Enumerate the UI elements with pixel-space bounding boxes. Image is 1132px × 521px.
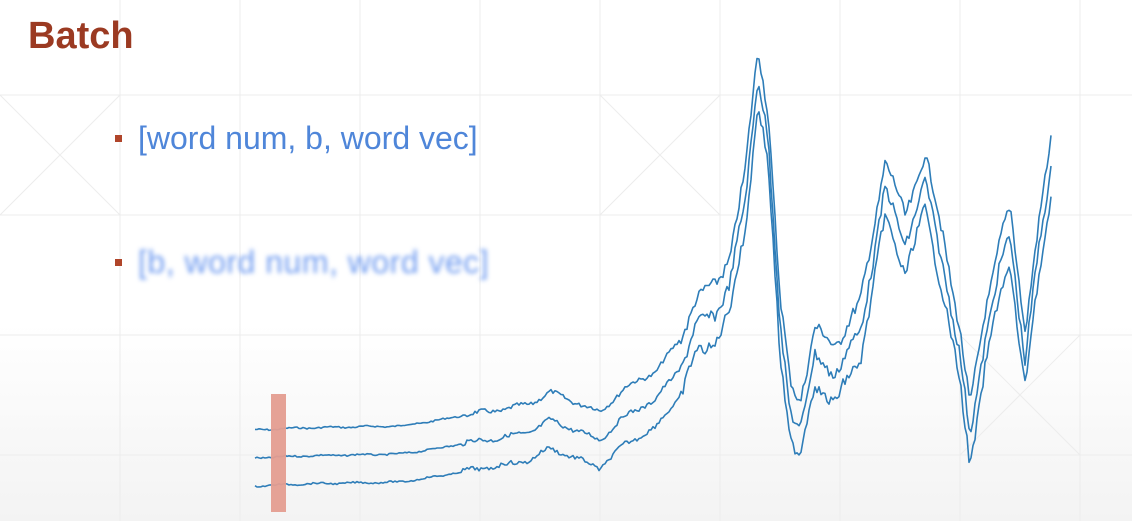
square-bullet-icon xyxy=(115,134,122,142)
waveform-line xyxy=(254,111,1052,488)
bullet-item-blurred: [b, word num, word vec] xyxy=(115,246,489,278)
bullet-text: [word num, b, word vec] xyxy=(138,120,478,156)
bullet-item: [word num, b, word vec] xyxy=(115,122,478,154)
waveform-line xyxy=(254,85,1052,460)
bullet-text-blurred: [b, word num, word vec] xyxy=(138,244,490,280)
square-bullet-icon xyxy=(115,258,122,266)
time-step-highlight-bar xyxy=(271,394,286,512)
slide-title: Batch xyxy=(28,15,134,57)
waveform-line xyxy=(254,57,1052,432)
